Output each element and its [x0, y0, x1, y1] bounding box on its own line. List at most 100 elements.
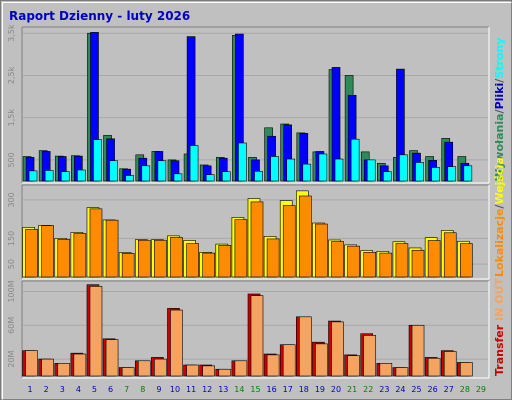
bar-transfer-transfer_out-3	[57, 363, 71, 377]
bar-visits-lokalizacje-24	[395, 243, 409, 278]
bar-visits-lokalizacje-8	[137, 239, 151, 278]
bar-hits-wywolania-16	[270, 156, 279, 182]
bar-visits-lokalizacje-20	[331, 241, 344, 278]
bar-visits-lokalizacje-10	[170, 237, 183, 278]
bar-visits-lokalizacje-12	[202, 252, 215, 278]
bar-transfer-transfer_out-8	[137, 360, 151, 377]
x-tick-label: 1	[28, 385, 33, 394]
bar-visits-lokalizacje-1	[25, 229, 38, 278]
panel-visits: 50 150 300	[7, 184, 490, 280]
legend-hits: Wywołania/Pliki/Strony	[493, 38, 506, 182]
legend-entry: Wejścia	[493, 157, 506, 204]
bar-visits-lokalizacje-14	[234, 219, 248, 278]
bar-hits-wywolania-20	[334, 158, 344, 182]
x-tick-label: 17	[283, 385, 293, 394]
y-tick-label: 20M	[7, 350, 16, 367]
x-tick-label: 3	[60, 385, 65, 394]
bar-hits-wywolania-6	[109, 160, 118, 182]
x-tick-label: 15	[250, 385, 260, 394]
bar-hits-wywolania-22	[366, 159, 376, 182]
bar-visits-lokalizacje-2	[41, 225, 54, 278]
x-tick-label: 26	[428, 385, 438, 394]
x-tick-label: 8	[140, 385, 145, 394]
bar-visits-lokalizacje-27	[443, 232, 457, 278]
x-tick-label: 9	[156, 385, 161, 394]
panel-transfer: 20M 60M 100M	[7, 280, 490, 379]
bar-transfer-transfer_out-14	[234, 360, 248, 377]
bar-transfer-transfer_out-27	[443, 351, 457, 377]
x-tick-label: 22	[363, 385, 373, 394]
legends: Wywołania/Pliki/StronyLokalizacje/Wejści…	[493, 38, 506, 377]
bar-hits-wywolania-25	[415, 162, 424, 182]
bar-transfer-transfer_out-4	[73, 353, 87, 377]
bar-transfer-transfer_out-28	[460, 362, 473, 377]
bar-visits-lokalizacje-9	[154, 239, 167, 278]
bar-visits-lokalizacje-4	[73, 233, 87, 278]
bar-transfer-transfer_out-20	[331, 321, 344, 377]
bar-transfer-transfer_out-2	[41, 358, 54, 377]
bar-transfer-transfer_out-5	[89, 286, 103, 377]
legend-entry: Lokalizacje	[493, 209, 506, 277]
bar-hits-wywolania-2	[44, 170, 54, 182]
series-wywolania	[28, 138, 473, 182]
bar-visits-lokalizacje-15	[250, 201, 264, 278]
bar-hits-wywolania-9	[157, 160, 167, 182]
bar-visits-lokalizacje-19	[315, 223, 328, 278]
bar-transfer-transfer_out-18	[299, 316, 312, 377]
y-tick-label: 300	[7, 192, 16, 207]
bar-hits-wywolania-15	[254, 170, 263, 182]
y-tick-label: 3,5k	[7, 24, 16, 42]
x-tick-label: 10	[170, 385, 180, 394]
bar-transfer-transfer_out-24	[395, 367, 409, 377]
y-tick-label: 1,5k	[7, 109, 16, 127]
bar-visits-lokalizacje-7	[121, 253, 135, 278]
y-tick-label: 150	[7, 231, 16, 246]
legend-separator: /	[493, 204, 506, 209]
bar-transfer-transfer_out-23	[379, 363, 393, 377]
y-tick-label: 2,5k	[7, 66, 16, 84]
series-lokalizacje	[25, 195, 473, 278]
bar-hits-wywolania-5	[93, 139, 102, 182]
bar-hits-wywolania-21	[350, 138, 360, 182]
bar-hits-wywolania-23	[383, 171, 392, 182]
x-tick-label: 6	[108, 385, 113, 394]
x-tick-label: 21	[347, 385, 357, 394]
bar-visits-lokalizacje-5	[89, 208, 103, 278]
bar-transfer-transfer_out-21	[347, 355, 360, 377]
bar-transfer-transfer_out-16	[266, 354, 280, 377]
x-tick-label: 14	[234, 385, 244, 394]
bar-hits-wywolania-17	[286, 158, 296, 182]
x-tick-label: 27	[444, 385, 454, 394]
y-tick-label: 100M	[7, 280, 16, 302]
chart-title: Raport Dzienny - luty 2026	[9, 9, 190, 23]
bar-hits-wywolania-19	[318, 153, 328, 182]
x-tick-label: 4	[76, 385, 81, 394]
x-tick-label: 23	[379, 385, 389, 394]
bar-hits-wywolania-28	[463, 165, 473, 182]
series-transfer_out	[25, 286, 473, 377]
x-tick-label: 28	[460, 385, 470, 394]
bar-visits-lokalizacje-25	[411, 249, 425, 278]
bar-visits-lokalizacje-22	[363, 252, 377, 278]
bar-visits-lokalizacje-21	[347, 245, 360, 278]
bar-transfer-transfer_out-19	[315, 343, 328, 377]
x-tick-label: 2	[44, 385, 49, 394]
bar-hits-wywolania-4	[77, 169, 86, 182]
x-tick-label: 13	[218, 385, 228, 394]
x-tick-label: 5	[92, 385, 97, 394]
bar-visits-lokalizacje-3	[57, 239, 71, 278]
bar-visits-lokalizacje-6	[105, 219, 119, 278]
bar-hits-wywolania-8	[141, 165, 151, 182]
bar-hits-wywolania-14	[238, 142, 247, 182]
bar-transfer-transfer_out-12	[202, 365, 215, 377]
bar-visits-lokalizacje-26	[427, 240, 441, 278]
legend-separator: /	[493, 78, 506, 83]
bar-hits-wywolania-24	[399, 154, 408, 182]
x-tick-label: 20	[331, 385, 341, 394]
panel-hits: 500 1,5k 2,5k 3,5k	[7, 24, 490, 184]
legend-entry: OUT	[493, 278, 506, 304]
bar-transfer-transfer_out-6	[105, 339, 119, 377]
x-tick-label: 19	[315, 385, 325, 394]
bar-transfer-transfer_out-1	[25, 350, 38, 377]
